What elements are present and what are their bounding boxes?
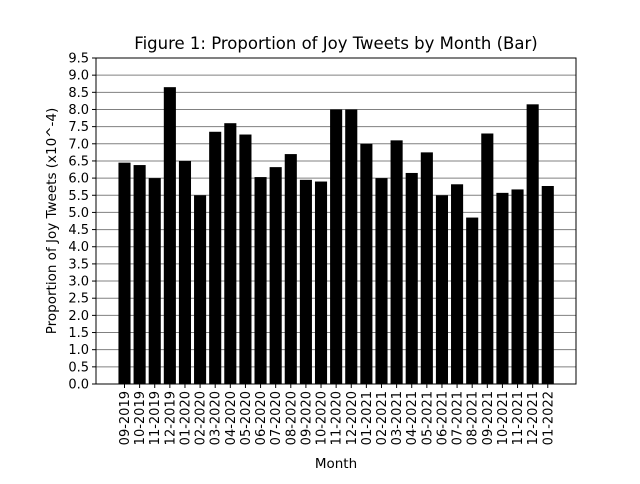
- x-tick-label: 12-2019: [163, 391, 178, 445]
- x-tick-label: 03-2020: [209, 391, 224, 445]
- x-tick-label: 06-2021: [435, 391, 450, 445]
- y-tick-label: 5.5: [68, 189, 89, 204]
- x-tick-label: 04-2021: [405, 391, 420, 445]
- x-tick-label: 10-2019: [133, 391, 148, 445]
- bar: [148, 178, 161, 384]
- bar: [224, 123, 237, 384]
- bar: [375, 178, 388, 384]
- bar: [511, 189, 524, 384]
- y-tick-label: 0.5: [68, 360, 89, 375]
- x-tick-label: 07-2021: [451, 391, 466, 445]
- y-axis-ticks: 0.0 0.5 1.0 1.5 2.0 2.5 3.0 3.5 4.0 4.5 5.0 5.5 6.0 6…: [68, 52, 96, 393]
- x-tick-label: 01-2021: [360, 391, 375, 445]
- x-tick-label: 08-2021: [466, 391, 481, 445]
- y-tick-label: 3.5: [68, 257, 89, 272]
- x-tick-label: 11-2020: [330, 391, 345, 445]
- x-tick-label: 02-2021: [375, 391, 390, 445]
- y-tick-label: 1.0: [68, 343, 89, 358]
- y-tick-label: 2.0: [68, 309, 89, 324]
- x-tick-label: 05-2021: [420, 391, 435, 445]
- bar: [118, 162, 131, 384]
- x-tick-label: 07-2020: [269, 391, 284, 445]
- y-tick-label: 1.5: [68, 326, 89, 341]
- bar: [420, 152, 433, 384]
- y-tick-label: 7.5: [68, 120, 89, 135]
- y-tick-label: 8.5: [68, 86, 89, 101]
- x-tick-label: 02-2020: [194, 391, 209, 445]
- bar: [178, 160, 192, 384]
- bars: [118, 87, 554, 384]
- bar: [239, 134, 252, 384]
- bar: [330, 109, 343, 384]
- x-tick-label: 09-2021: [481, 391, 496, 445]
- x-tick-label: 12-2021: [526, 391, 541, 445]
- bar: [481, 133, 494, 384]
- bar: [314, 181, 328, 384]
- y-tick-label: 2.5: [68, 292, 89, 307]
- y-tick-label: 7.0: [68, 137, 89, 152]
- bar: [284, 154, 297, 384]
- bar: [299, 179, 312, 384]
- bar: [405, 172, 418, 384]
- y-tick-label: 9.0: [68, 69, 89, 84]
- bar: [541, 185, 554, 384]
- bar: [496, 192, 509, 384]
- x-tick-label: 10-2021: [496, 391, 511, 445]
- y-tick-label: 6.0: [68, 172, 89, 187]
- bar: [163, 87, 176, 384]
- x-tick-label: 11-2021: [511, 391, 526, 445]
- bar: [269, 167, 282, 384]
- bar: [360, 143, 373, 384]
- x-tick-label: 06-2020: [254, 391, 269, 445]
- bar: [194, 195, 207, 384]
- x-tick-label: 05-2020: [239, 391, 254, 445]
- bar: [390, 140, 403, 384]
- x-tick-label: 09-2019: [118, 391, 133, 445]
- y-axis-label: Proportion of Joy Tweets (x10^-4): [44, 108, 60, 335]
- y-tick-label: 4.5: [68, 223, 89, 238]
- chart-title: Figure 1: Proportion of Joy Tweets by Mo…: [134, 34, 537, 53]
- x-axis-label: Month: [315, 456, 357, 472]
- bar: [133, 165, 146, 384]
- bar: [345, 109, 358, 384]
- bar: [466, 217, 479, 384]
- y-tick-label: 5.0: [68, 206, 89, 221]
- x-tick-label: 09-2020: [299, 391, 314, 445]
- bar: [451, 184, 464, 384]
- y-tick-label: 0.0: [68, 378, 89, 393]
- bar: [526, 104, 539, 384]
- y-tick-label: 9.5: [68, 52, 89, 67]
- x-tick-label: 01-2020: [178, 391, 193, 445]
- y-tick-label: 4.0: [68, 240, 89, 255]
- plot-frame: [95, 57, 577, 385]
- x-tick-label: 01-2022: [541, 391, 556, 445]
- bar: [254, 177, 267, 384]
- x-tick-label: 08-2020: [284, 391, 299, 445]
- x-tick-label: 03-2021: [390, 391, 405, 445]
- x-tick-label: 12-2020: [345, 391, 360, 445]
- bar: [435, 195, 449, 384]
- x-tick-label: 11-2019: [148, 391, 163, 445]
- y-tick-label: 3.0: [68, 275, 89, 290]
- x-tick-label: 04-2020: [224, 391, 239, 445]
- y-tick-label: 8.0: [68, 103, 89, 118]
- x-axis-ticks: 09-2019 10-2019 11-2019 12-2019 01-2020 02-20…: [118, 384, 556, 445]
- x-tick-label: 10-2020: [315, 391, 330, 445]
- y-tick-label: 6.5: [68, 154, 89, 169]
- bar: [209, 131, 222, 384]
